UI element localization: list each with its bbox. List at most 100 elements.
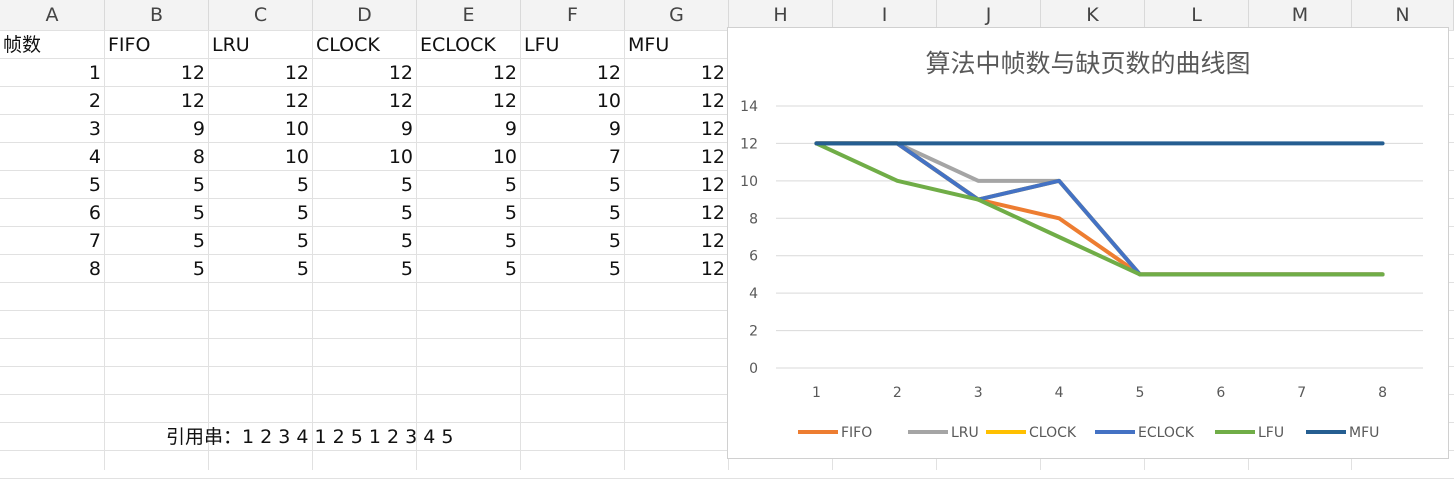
- column-header-b[interactable]: B: [105, 0, 209, 30]
- cell-f3[interactable]: 10: [596, 90, 621, 112]
- cell-c8[interactable]: 5: [296, 230, 309, 252]
- y-tick-label: 0: [749, 361, 758, 377]
- legend-label-clock: CLOCK: [1029, 425, 1077, 441]
- cell-e8[interactable]: 5: [504, 230, 517, 252]
- cell-b2[interactable]: 12: [180, 62, 205, 84]
- column-header-h[interactable]: H: [729, 0, 833, 30]
- y-tick-label: 12: [740, 136, 758, 152]
- column-header-g[interactable]: G: [625, 0, 729, 30]
- column-header-f[interactable]: F: [521, 0, 625, 30]
- x-tick-label: 4: [1055, 385, 1064, 401]
- column-header-k[interactable]: K: [1041, 0, 1145, 30]
- cell-f5[interactable]: 7: [608, 146, 621, 168]
- column-header-a[interactable]: A: [0, 0, 105, 30]
- cell-e6[interactable]: 5: [504, 174, 517, 196]
- cell-g1[interactable]: MFU: [628, 34, 670, 56]
- x-tick-label: 3: [974, 385, 983, 401]
- column-gridline: [312, 31, 313, 470]
- cell-a2[interactable]: 1: [88, 62, 101, 84]
- column-header-m[interactable]: M: [1249, 0, 1352, 30]
- cell-c4[interactable]: 10: [284, 118, 309, 140]
- cell-a5[interactable]: 4: [88, 146, 101, 168]
- cell-c9[interactable]: 5: [296, 258, 309, 280]
- cell-f6[interactable]: 5: [608, 174, 621, 196]
- cell-d1[interactable]: CLOCK: [316, 34, 380, 56]
- line-chart[interactable]: 算法中帧数与缺页数的曲线图 0 2 4 6 8 10 12 14 1 2 3 4 5 6 7 8 FIFO LRU C…: [727, 27, 1449, 459]
- cell-a8[interactable]: 7: [88, 230, 101, 252]
- cell-f4[interactable]: 9: [608, 118, 621, 140]
- x-tick-label: 1: [812, 385, 821, 401]
- cell-b6[interactable]: 5: [192, 174, 205, 196]
- cell-a4[interactable]: 3: [88, 118, 101, 140]
- cell-a1[interactable]: 帧数: [3, 34, 42, 56]
- cell-e2[interactable]: 12: [492, 62, 517, 84]
- column-gridline: [104, 31, 105, 470]
- column-header-l[interactable]: L: [1145, 0, 1249, 30]
- cell-g9[interactable]: 12: [700, 258, 725, 280]
- cell-b9[interactable]: 5: [192, 258, 205, 280]
- x-tick-label: 5: [1135, 385, 1144, 401]
- cell-b3[interactable]: 12: [180, 90, 205, 112]
- cell-c1[interactable]: LRU: [212, 34, 250, 56]
- cell-e9[interactable]: 5: [504, 258, 517, 280]
- cell-b8[interactable]: 5: [192, 230, 205, 252]
- y-tick-label: 6: [749, 249, 758, 265]
- cell-f7[interactable]: 5: [608, 202, 621, 224]
- cell-e5[interactable]: 10: [492, 146, 517, 168]
- column-header-n[interactable]: N: [1352, 0, 1454, 30]
- cell-b7[interactable]: 5: [192, 202, 205, 224]
- cell-d2[interactable]: 12: [388, 62, 413, 84]
- x-tick-label: 6: [1216, 385, 1225, 401]
- cell-f2[interactable]: 12: [596, 62, 621, 84]
- cell-a3[interactable]: 2: [88, 90, 101, 112]
- cell-e4[interactable]: 9: [504, 118, 517, 140]
- cell-c3[interactable]: 12: [284, 90, 309, 112]
- column-gridline: [416, 31, 417, 470]
- legend-label-eclock: ECLOCK: [1138, 425, 1195, 441]
- column-header-e[interactable]: E: [417, 0, 521, 30]
- cell-g8[interactable]: 12: [700, 230, 725, 252]
- cell-g5[interactable]: 12: [700, 146, 725, 168]
- cell-g3[interactable]: 12: [700, 90, 725, 112]
- cell-d8[interactable]: 5: [400, 230, 413, 252]
- cell-e7[interactable]: 5: [504, 202, 517, 224]
- cell-g4[interactable]: 12: [700, 118, 725, 140]
- cell-e3[interactable]: 12: [492, 90, 517, 112]
- chart-title: 算法中帧数与缺页数的曲线图: [925, 49, 1250, 78]
- legend-label-fifo: FIFO: [841, 425, 872, 441]
- cell-a6[interactable]: 5: [88, 174, 101, 196]
- cell-d4[interactable]: 9: [400, 118, 413, 140]
- cell-d7[interactable]: 5: [400, 202, 413, 224]
- cell-c6[interactable]: 5: [296, 174, 309, 196]
- cell-d6[interactable]: 5: [400, 174, 413, 196]
- cell-f1[interactable]: LFU: [524, 34, 560, 56]
- y-tick-label: 14: [740, 99, 758, 115]
- cell-c2[interactable]: 12: [284, 62, 309, 84]
- y-tick-label: 8: [749, 211, 758, 227]
- cell-f9[interactable]: 5: [608, 258, 621, 280]
- cell-d3[interactable]: 12: [388, 90, 413, 112]
- cell-a9[interactable]: 8: [88, 258, 101, 280]
- cell-d9[interactable]: 5: [400, 258, 413, 280]
- cell-f8[interactable]: 5: [608, 230, 621, 252]
- column-header-i[interactable]: I: [833, 0, 937, 30]
- cell-e1[interactable]: ECLOCK: [420, 34, 496, 56]
- cell-b5[interactable]: 8: [192, 146, 205, 168]
- cell-c7[interactable]: 5: [296, 202, 309, 224]
- cell-g2[interactable]: 12: [700, 62, 725, 84]
- column-header-c[interactable]: C: [209, 0, 313, 30]
- legend-label-mfu: MFU: [1349, 425, 1379, 441]
- legend-label-lru: LRU: [951, 425, 979, 441]
- cell-b1[interactable]: FIFO: [108, 34, 151, 56]
- cell-a7[interactable]: 6: [88, 202, 101, 224]
- cell-c5[interactable]: 10: [284, 146, 309, 168]
- column-header-j[interactable]: J: [937, 0, 1041, 30]
- column-header-d[interactable]: D: [313, 0, 417, 30]
- reference-string-cell[interactable]: 引用串：1 2 3 4 1 2 5 1 2 3 4 5: [166, 426, 454, 448]
- cell-g7[interactable]: 12: [700, 202, 725, 224]
- cell-g6[interactable]: 12: [700, 174, 725, 196]
- cell-d5[interactable]: 10: [388, 146, 413, 168]
- cell-b4[interactable]: 9: [192, 118, 205, 140]
